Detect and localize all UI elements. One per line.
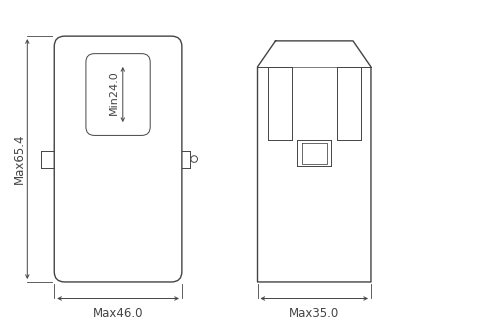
Text: Max46.0: Max46.0 (93, 307, 143, 320)
Text: Min24.0: Min24.0 (109, 70, 119, 115)
FancyBboxPatch shape (54, 36, 182, 282)
Circle shape (191, 156, 198, 162)
Text: Max35.0: Max35.0 (289, 307, 339, 320)
FancyBboxPatch shape (86, 54, 150, 135)
Text: Max65.4: Max65.4 (13, 134, 26, 184)
